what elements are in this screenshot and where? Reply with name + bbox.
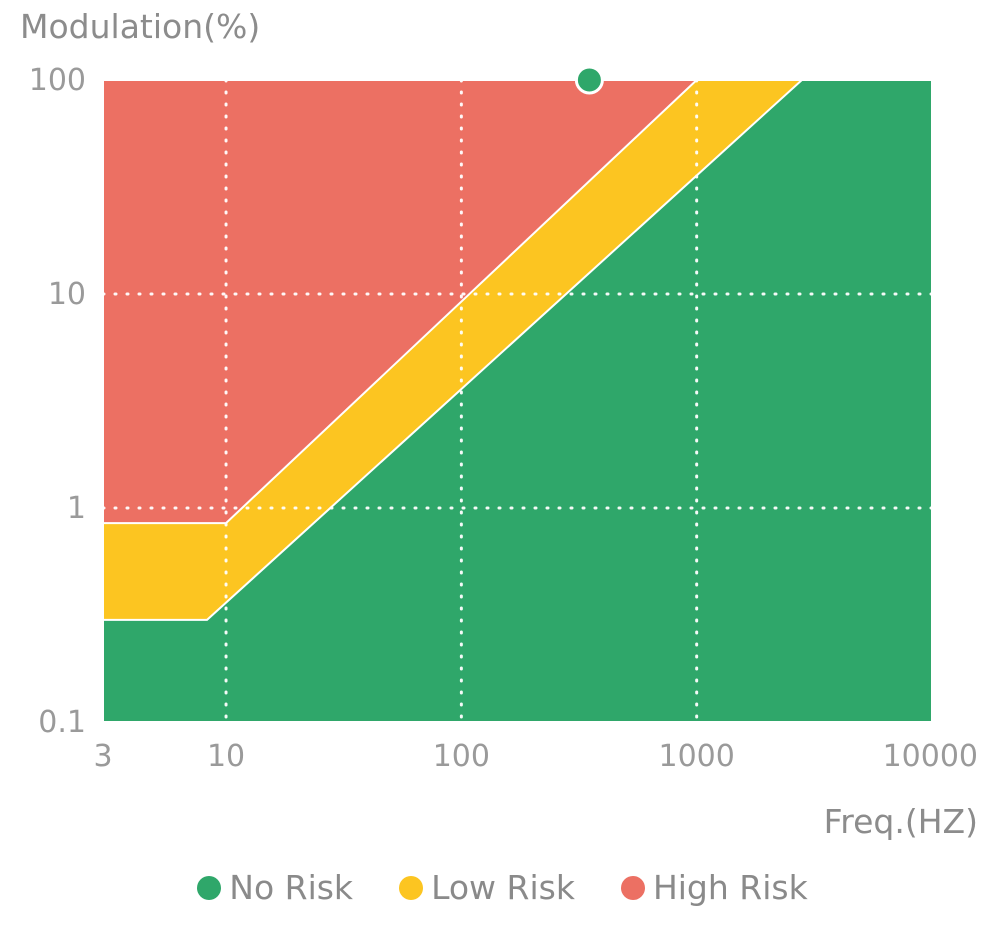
data-points [574, 65, 604, 95]
risk-regions [102, 79, 933, 723]
high-risk-dot-icon [620, 875, 645, 900]
y-tick-label: 100 [29, 63, 86, 98]
legend-label: High Risk [652, 868, 808, 907]
low-risk-dot-icon [399, 875, 424, 900]
legend-item-no-risk: No Risk [197, 868, 353, 907]
legend-label: No Risk [229, 868, 354, 907]
legend: No Risk Low Risk High Risk [0, 868, 1005, 907]
legend-item-low-risk: Low Risk [399, 868, 575, 907]
x-tick-label: 10 [207, 739, 245, 774]
measurement-point [574, 65, 604, 95]
x-tick-label: 3 [93, 739, 112, 774]
region-no-risk [102, 79, 933, 723]
legend-item-high-risk: High Risk [620, 868, 808, 907]
y-tick-labels: 0.1 1 10 100 [29, 63, 86, 740]
x-tick-label: 10000 [883, 739, 978, 774]
grid-lines [101, 78, 934, 724]
legend-label: Low Risk [431, 868, 575, 907]
y-tick-label: 1 [67, 491, 86, 526]
x-tick-labels: 3 10 100 1000 10000 [93, 739, 978, 774]
no-risk-dot-icon [197, 875, 222, 900]
y-tick-label: 10 [48, 277, 86, 312]
x-tick-label: 1000 [659, 739, 735, 774]
x-tick-label: 100 [433, 739, 490, 774]
x-axis-title: Freq.(HZ) [824, 802, 978, 841]
y-tick-label: 0.1 [38, 705, 86, 740]
y-axis-title: Modulation(%) [20, 7, 260, 46]
